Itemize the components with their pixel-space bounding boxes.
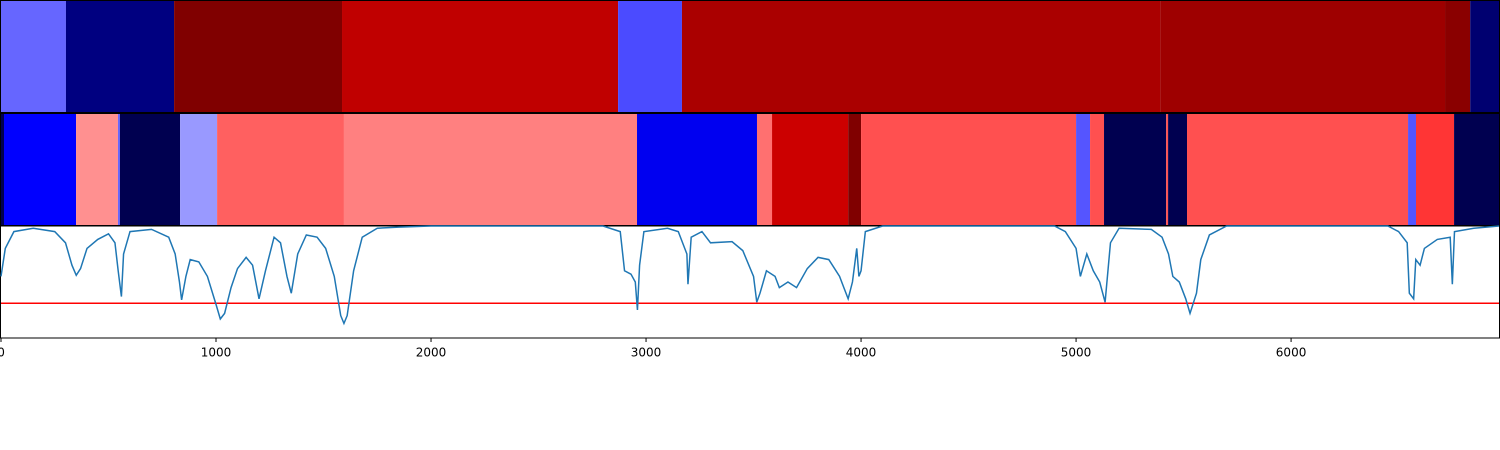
- segment: [342, 0, 619, 113]
- segment: [76, 113, 118, 226]
- x-tick-label: 6000: [1276, 346, 1307, 360]
- segment: [1160, 0, 1446, 113]
- segment: [217, 113, 344, 226]
- signal-line: [0, 225, 1500, 326]
- segment: [861, 113, 1077, 226]
- segment: [1470, 0, 1499, 113]
- segment: [1166, 113, 1169, 226]
- segment: [772, 113, 849, 226]
- segment: [1104, 113, 1167, 226]
- x-tick-label: 1000: [201, 346, 232, 360]
- x-tick-label: 4000: [846, 346, 877, 360]
- segment: [1168, 113, 1188, 226]
- segment: [1445, 0, 1471, 113]
- segment: [1090, 113, 1105, 226]
- segment: [1454, 113, 1499, 226]
- segment: [1, 113, 5, 226]
- x-tick-label: 0: [0, 346, 5, 360]
- segment: [756, 113, 773, 226]
- segment: [117, 113, 120, 226]
- segment: [180, 113, 218, 226]
- segment: [637, 113, 757, 226]
- segment: [848, 113, 862, 226]
- x-tick-label: 5000: [1061, 346, 1092, 360]
- segment: [618, 0, 682, 113]
- segment: [174, 0, 343, 113]
- segment: [1, 0, 66, 113]
- segment: [1408, 113, 1417, 226]
- segment: [4, 113, 77, 226]
- x-tick-label: 3000: [631, 346, 662, 360]
- segment: [681, 0, 1161, 113]
- segment: [343, 113, 638, 226]
- x-tick-label: 2000: [416, 346, 447, 360]
- segment: [1076, 113, 1091, 226]
- segment: [1416, 113, 1455, 226]
- segment: [119, 113, 181, 226]
- panel-frame: [0, 225, 1500, 339]
- segment: [1187, 113, 1409, 226]
- segment: [65, 0, 175, 113]
